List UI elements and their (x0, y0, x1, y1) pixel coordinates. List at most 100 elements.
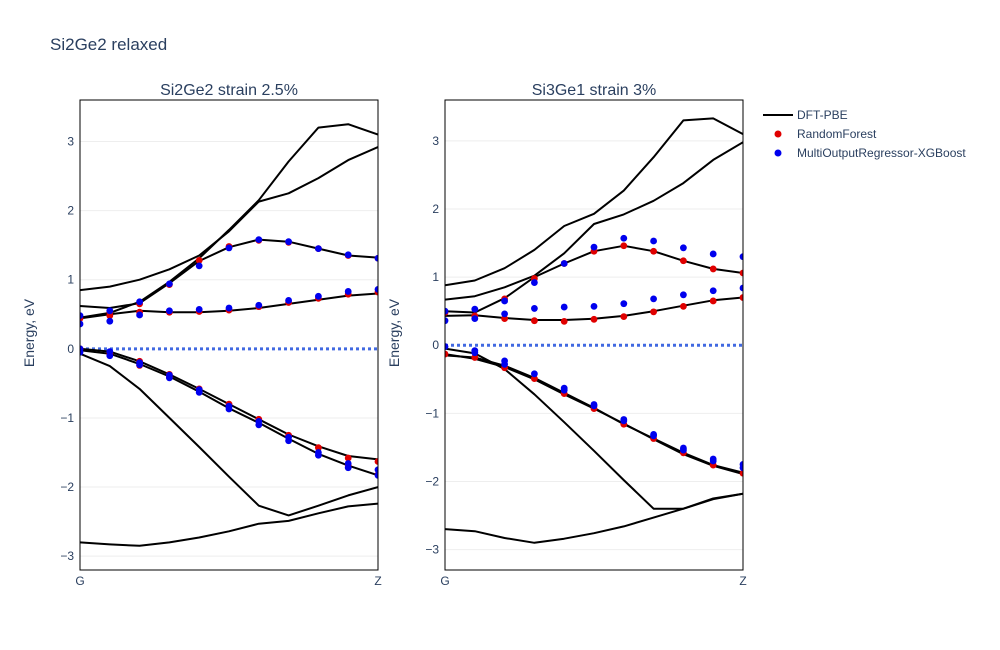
legend-marker-swatch (774, 149, 782, 157)
y-tick-label: −3 (60, 549, 74, 563)
multioutputregressor-xgboost-marker (709, 287, 717, 295)
multioutputregressor-xgboost-marker (225, 402, 233, 410)
multioutputregressor-xgboost-marker (501, 360, 508, 368)
multioutputregressor-xgboost-marker (739, 464, 743, 472)
randomforest-marker (739, 269, 743, 277)
legend-item[interactable]: DFT-PBE (763, 108, 848, 122)
randomforest-marker (739, 294, 743, 301)
y-tick-label: 2 (432, 202, 439, 216)
figure-title: Si2Ge2 relaxed (50, 35, 167, 54)
multioutputregressor-xgboost-marker (680, 291, 687, 299)
multioutputregressor-xgboost-marker (739, 284, 743, 292)
y-tick-label: 2 (67, 204, 74, 218)
band-line-8 (445, 117, 743, 287)
multioutputregressor-xgboost-marker (445, 307, 449, 315)
band-line-2 (445, 347, 743, 510)
band-line-7 (80, 123, 378, 319)
multioutputregressor-xgboost-marker (471, 349, 479, 357)
band-line-1 (445, 492, 743, 544)
randomforest-marker (590, 315, 598, 323)
randomforest-marker (344, 454, 352, 462)
multioutputregressor-xgboost-marker (80, 345, 84, 353)
multioutputregressor-xgboost-marker (136, 298, 144, 306)
band-line-3 (445, 354, 743, 474)
multioutputregressor-xgboost-marker (80, 312, 84, 320)
multioutputregressor-xgboost-marker (255, 301, 263, 309)
randomforest-marker (680, 302, 687, 310)
multioutputregressor-xgboost-marker (136, 311, 144, 319)
randomforest-marker (560, 317, 568, 325)
y-tick-label: 0 (432, 338, 439, 352)
x-tick-label: Z (739, 574, 746, 588)
multioutputregressor-xgboost-marker (225, 304, 233, 312)
multioutputregressor-xgboost-marker (106, 348, 114, 355)
multioutputregressor-xgboost-marker (344, 460, 352, 467)
y-tick-label: 3 (67, 134, 74, 148)
randomforest-marker (739, 469, 743, 477)
multioutputregressor-xgboost-marker (80, 320, 84, 328)
plot-area (445, 117, 743, 544)
randomforest-marker (650, 308, 657, 316)
multioutputregressor-xgboost-marker (166, 371, 173, 379)
y-tick-label: 1 (432, 270, 439, 284)
x-tick-label: G (440, 574, 449, 588)
plot-area (80, 123, 378, 547)
axis-frame (79, 99, 379, 571)
subplot-right: −3 −2 −1 0 1 2 3 G Z Si3Ge1 strain 3% Energy, eV (386, 82, 747, 588)
multioutputregressor-xgboost-marker (285, 433, 292, 441)
y-tick-label: 3 (432, 134, 439, 148)
randomforest-marker (709, 265, 717, 273)
multioutputregressor-xgboost-marker (374, 285, 378, 293)
legend-item[interactable]: RandomForest (774, 127, 878, 141)
multioutputregressor-xgboost-marker (136, 359, 144, 367)
multioutputregressor-xgboost-marker (709, 250, 717, 258)
legend-label: DFT-PBE (797, 108, 848, 122)
multioutputregressor-xgboost-marker (560, 303, 568, 311)
multioutputregressor-xgboost-marker (620, 234, 628, 242)
subplot-title: Si3Ge1 strain 3% (532, 82, 657, 99)
multioutputregressor-xgboost-marker (531, 305, 538, 312)
randomforest-marker (445, 350, 449, 358)
multioutputregressor-xgboost-marker (166, 280, 173, 288)
multioutputregressor-xgboost-marker (315, 245, 322, 253)
y-tick-label: −2 (60, 480, 74, 494)
multioutputregressor-xgboost-marker (680, 244, 687, 252)
y-tick-label: −1 (60, 411, 74, 425)
randomforest-marker (315, 444, 322, 452)
y-axis-label: Energy, eV (21, 298, 37, 367)
multioutputregressor-xgboost-marker (195, 386, 203, 394)
multioutputregressor-xgboost-marker (255, 417, 263, 425)
multioutputregressor-xgboost-marker (620, 300, 628, 308)
multioutputregressor-xgboost-marker (195, 306, 203, 313)
y-tick-label: −1 (425, 406, 439, 420)
multioutputregressor-xgboost-marker (344, 251, 352, 259)
subplot-left: −3 −2 −1 0 1 2 3 G Z Si2Ge2 strain 2.5% Energy, eV (21, 82, 382, 588)
multioutputregressor-xgboost-marker (501, 310, 508, 318)
multioutputregressor-xgboost-marker (739, 253, 743, 261)
multioutputregressor-xgboost-marker (255, 236, 263, 244)
multioutputregressor-xgboost-marker (195, 262, 203, 270)
randomforest-marker (709, 297, 717, 305)
x-tick-label: Z (374, 574, 381, 588)
y-tick-label: −3 (425, 543, 439, 557)
y-tick-label: −2 (425, 474, 439, 488)
multioutputregressor-xgboost-marker (471, 305, 479, 313)
band-line-7 (445, 141, 743, 301)
randomforest-marker (680, 257, 687, 265)
axis-frame (444, 99, 744, 571)
randomforest-marker (650, 247, 657, 255)
y-tick-label: 0 (67, 342, 74, 356)
multioutputregressor-xgboost-marker (106, 307, 114, 315)
multioutputregressor-xgboost-marker (501, 297, 508, 305)
multioutputregressor-xgboost-marker (445, 317, 449, 325)
band-line-1 (80, 502, 378, 547)
randomforest-marker (501, 315, 508, 323)
randomforest-marker (531, 375, 538, 382)
legend: DFT-PBE RandomForest MultiOutputRegressor-… (763, 108, 966, 160)
randomforest-marker (531, 317, 538, 325)
multioutputregressor-xgboost-marker (374, 254, 378, 262)
legend-item[interactable]: MultiOutputRegressor-XGBoost (774, 146, 967, 160)
multioutputregressor-xgboost-marker (315, 292, 322, 300)
multioutputregressor-xgboost-marker (650, 295, 657, 303)
multioutputregressor-xgboost-marker (590, 243, 598, 251)
